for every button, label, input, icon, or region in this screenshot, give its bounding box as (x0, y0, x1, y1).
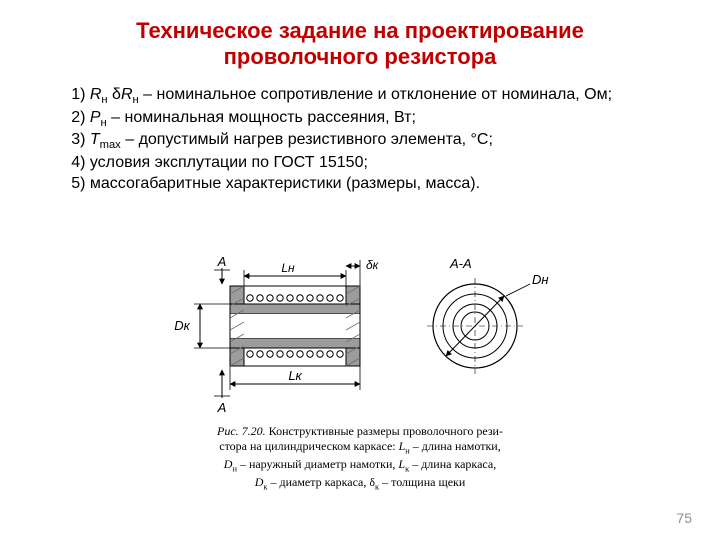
spec-list: 1) Rн δRн – номинальное сопротивление и … (36, 85, 684, 195)
label-AA: A-A (449, 256, 472, 271)
figure: Lн δк A Dк Lк A (140, 236, 580, 493)
label-A-bot: A (217, 400, 227, 415)
right-section: A-A Dн (427, 256, 549, 374)
label-Lk: Lк (288, 368, 302, 383)
left-section: Lн δк A Dк Lк A (174, 254, 379, 415)
label-Dn: Dн (532, 272, 549, 287)
title-line2: проволочного резистора (224, 44, 497, 69)
label-A-top: A (217, 254, 227, 269)
label-Ln: Lн (281, 261, 295, 275)
page-title: Техническое задание на проектирование пр… (36, 18, 684, 71)
item-3: 3) Tmax – допустимый нагрев резистивного… (36, 130, 684, 153)
figure-caption: Рис. 7.20. Конструктивные размеры провол… (140, 424, 580, 493)
item-2: 2) Pн – номинальная мощность рассеяния, … (36, 108, 684, 131)
label-Dk: Dк (174, 318, 190, 333)
title-line1: Техническое задание на проектирование (136, 18, 584, 43)
label-dk: δк (366, 258, 380, 272)
item-5: 5) массогабаритные характеристики (разме… (36, 174, 684, 195)
page-number: 75 (676, 510, 692, 526)
item-1: 1) Rн δRн – номинальное сопротивление и … (36, 85, 684, 108)
figure-svg: Lн δк A Dк Lк A (160, 236, 560, 416)
item-4: 4) условия эксплутации по ГОСТ 15150; (36, 153, 684, 174)
